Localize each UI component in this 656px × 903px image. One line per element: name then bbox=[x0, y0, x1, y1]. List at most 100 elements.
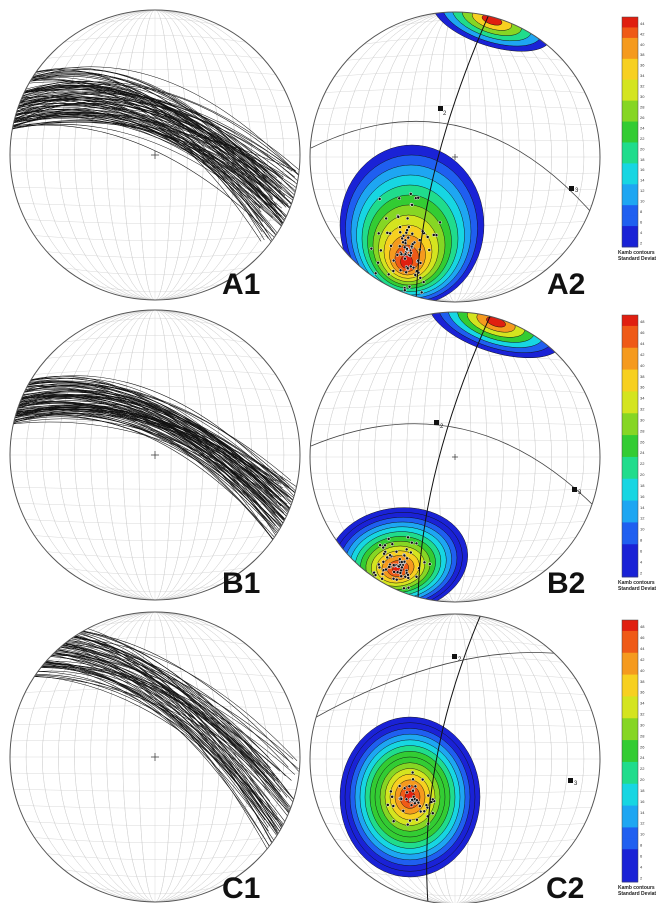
pole-point bbox=[409, 803, 414, 807]
colorbar-tick-label: 44 bbox=[640, 21, 645, 26]
center-cross bbox=[151, 151, 159, 159]
great-circle-2 bbox=[415, 12, 491, 302]
great-circle-trace bbox=[10, 113, 272, 228]
great-circle-trace bbox=[10, 396, 288, 540]
great-circle-trace bbox=[10, 412, 272, 527]
great-circle-trace bbox=[10, 91, 300, 197]
pole-point bbox=[386, 803, 390, 807]
pole-point bbox=[381, 560, 386, 564]
pole-point bbox=[377, 565, 382, 570]
great-circle-trace bbox=[10, 393, 273, 523]
net-parallel bbox=[334, 371, 576, 377]
pole-point bbox=[408, 253, 412, 258]
pole-point bbox=[388, 231, 392, 236]
colorbar-tick-label: 32 bbox=[640, 84, 645, 89]
primitive-circle bbox=[9, 9, 301, 301]
primitive-circle bbox=[309, 311, 601, 603]
colorbar-tick-label: 48 bbox=[640, 624, 645, 629]
colorbar-tick-label: 42 bbox=[640, 657, 645, 662]
colorbar-swatch bbox=[622, 37, 638, 49]
great-circle-trace bbox=[10, 111, 297, 201]
pole-label-3: 3 bbox=[578, 490, 582, 496]
net-parallel bbox=[388, 621, 522, 631]
colorbar-swatch bbox=[622, 707, 638, 719]
great-circle-trace bbox=[10, 114, 273, 206]
pole-marker-2 bbox=[434, 420, 439, 425]
pole-point bbox=[400, 565, 404, 570]
primitive-circle bbox=[9, 309, 301, 601]
colorbar-tick-label: 16 bbox=[640, 799, 645, 804]
colorbar-tick-label: 28 bbox=[640, 428, 645, 433]
panel-label-b1: B1 bbox=[222, 567, 260, 600]
net-parallel bbox=[63, 567, 247, 575]
pole-point bbox=[403, 256, 407, 261]
pole-point bbox=[378, 543, 382, 547]
pole-point bbox=[413, 801, 417, 805]
net-parallel bbox=[388, 887, 522, 897]
net-parallel bbox=[313, 422, 597, 425]
plane-traces bbox=[310, 312, 599, 602]
colorbar-swatch bbox=[622, 761, 638, 774]
great-circle-trace bbox=[10, 123, 283, 227]
net-parallel bbox=[88, 17, 222, 27]
colorbar-swatch bbox=[622, 184, 638, 196]
colorbar-swatch bbox=[622, 90, 638, 102]
pole-point bbox=[418, 804, 422, 808]
colorbar-tick-label: 30 bbox=[640, 417, 645, 422]
pole-point bbox=[377, 562, 381, 567]
colorbar-swatch bbox=[622, 413, 638, 425]
colorbar-tick-label: 6 bbox=[640, 219, 643, 224]
colorbar-tick-label: 36 bbox=[640, 63, 645, 68]
colorbar-swatch bbox=[622, 336, 638, 349]
great-circle-trace bbox=[10, 386, 295, 516]
great-circle-trace bbox=[10, 381, 276, 490]
pole-point bbox=[403, 288, 407, 292]
pole-point bbox=[381, 545, 385, 550]
colorbar-tick-label: 16 bbox=[640, 494, 645, 499]
colorbar-swatch bbox=[622, 111, 638, 122]
pole-point bbox=[388, 553, 392, 557]
great-circle-trace bbox=[10, 377, 272, 505]
colorbar-swatch bbox=[622, 500, 638, 512]
pole-point bbox=[394, 549, 399, 554]
great-circle-trace bbox=[10, 670, 275, 828]
colorbar-swatch bbox=[622, 838, 638, 850]
pole-point bbox=[405, 247, 409, 251]
panel-label-a2: A2 bbox=[547, 268, 585, 301]
colorbar-swatch bbox=[622, 27, 638, 39]
colorbar-tick-label: 36 bbox=[640, 385, 645, 390]
colorbar-swatch bbox=[622, 369, 638, 381]
great-circle-trace bbox=[10, 78, 296, 229]
great-circle-trace bbox=[10, 103, 289, 219]
colorbar-tick-label: 28 bbox=[640, 104, 645, 109]
colorbar-tick-label: 4 bbox=[640, 864, 643, 869]
colorbar-swatch bbox=[622, 794, 638, 806]
center-cross bbox=[151, 753, 159, 761]
pole-point bbox=[384, 567, 388, 572]
pole-point bbox=[411, 788, 415, 793]
great-circle-trace bbox=[10, 405, 300, 490]
density-contours bbox=[339, 716, 481, 878]
great-circle-trace bbox=[10, 396, 289, 498]
net-parallel bbox=[334, 673, 576, 679]
pole-point bbox=[386, 537, 391, 541]
pole-point bbox=[391, 258, 396, 263]
pole-label-2: 2 bbox=[443, 111, 447, 117]
colorbar-tick-label: 6 bbox=[640, 853, 643, 858]
great-circle-trace bbox=[10, 89, 284, 180]
pole-point bbox=[376, 260, 380, 265]
pole-point bbox=[432, 233, 436, 237]
colorbar-swatch bbox=[622, 555, 638, 567]
great-circle-trace bbox=[10, 671, 291, 851]
great-circle-trace bbox=[10, 91, 273, 198]
great-circle-trace bbox=[10, 414, 279, 524]
colorbar-tick-label: 8 bbox=[640, 538, 643, 543]
colorbar-tick-label: 12 bbox=[640, 516, 645, 521]
great-circle-trace bbox=[10, 96, 266, 174]
colorbar-swatch bbox=[622, 467, 638, 480]
pole-point bbox=[415, 817, 419, 822]
great-circle-trace bbox=[10, 97, 274, 200]
colorbar-swatch bbox=[622, 58, 638, 70]
great-circle-trace bbox=[10, 676, 279, 781]
colorbar-tick-label: 26 bbox=[640, 744, 645, 749]
